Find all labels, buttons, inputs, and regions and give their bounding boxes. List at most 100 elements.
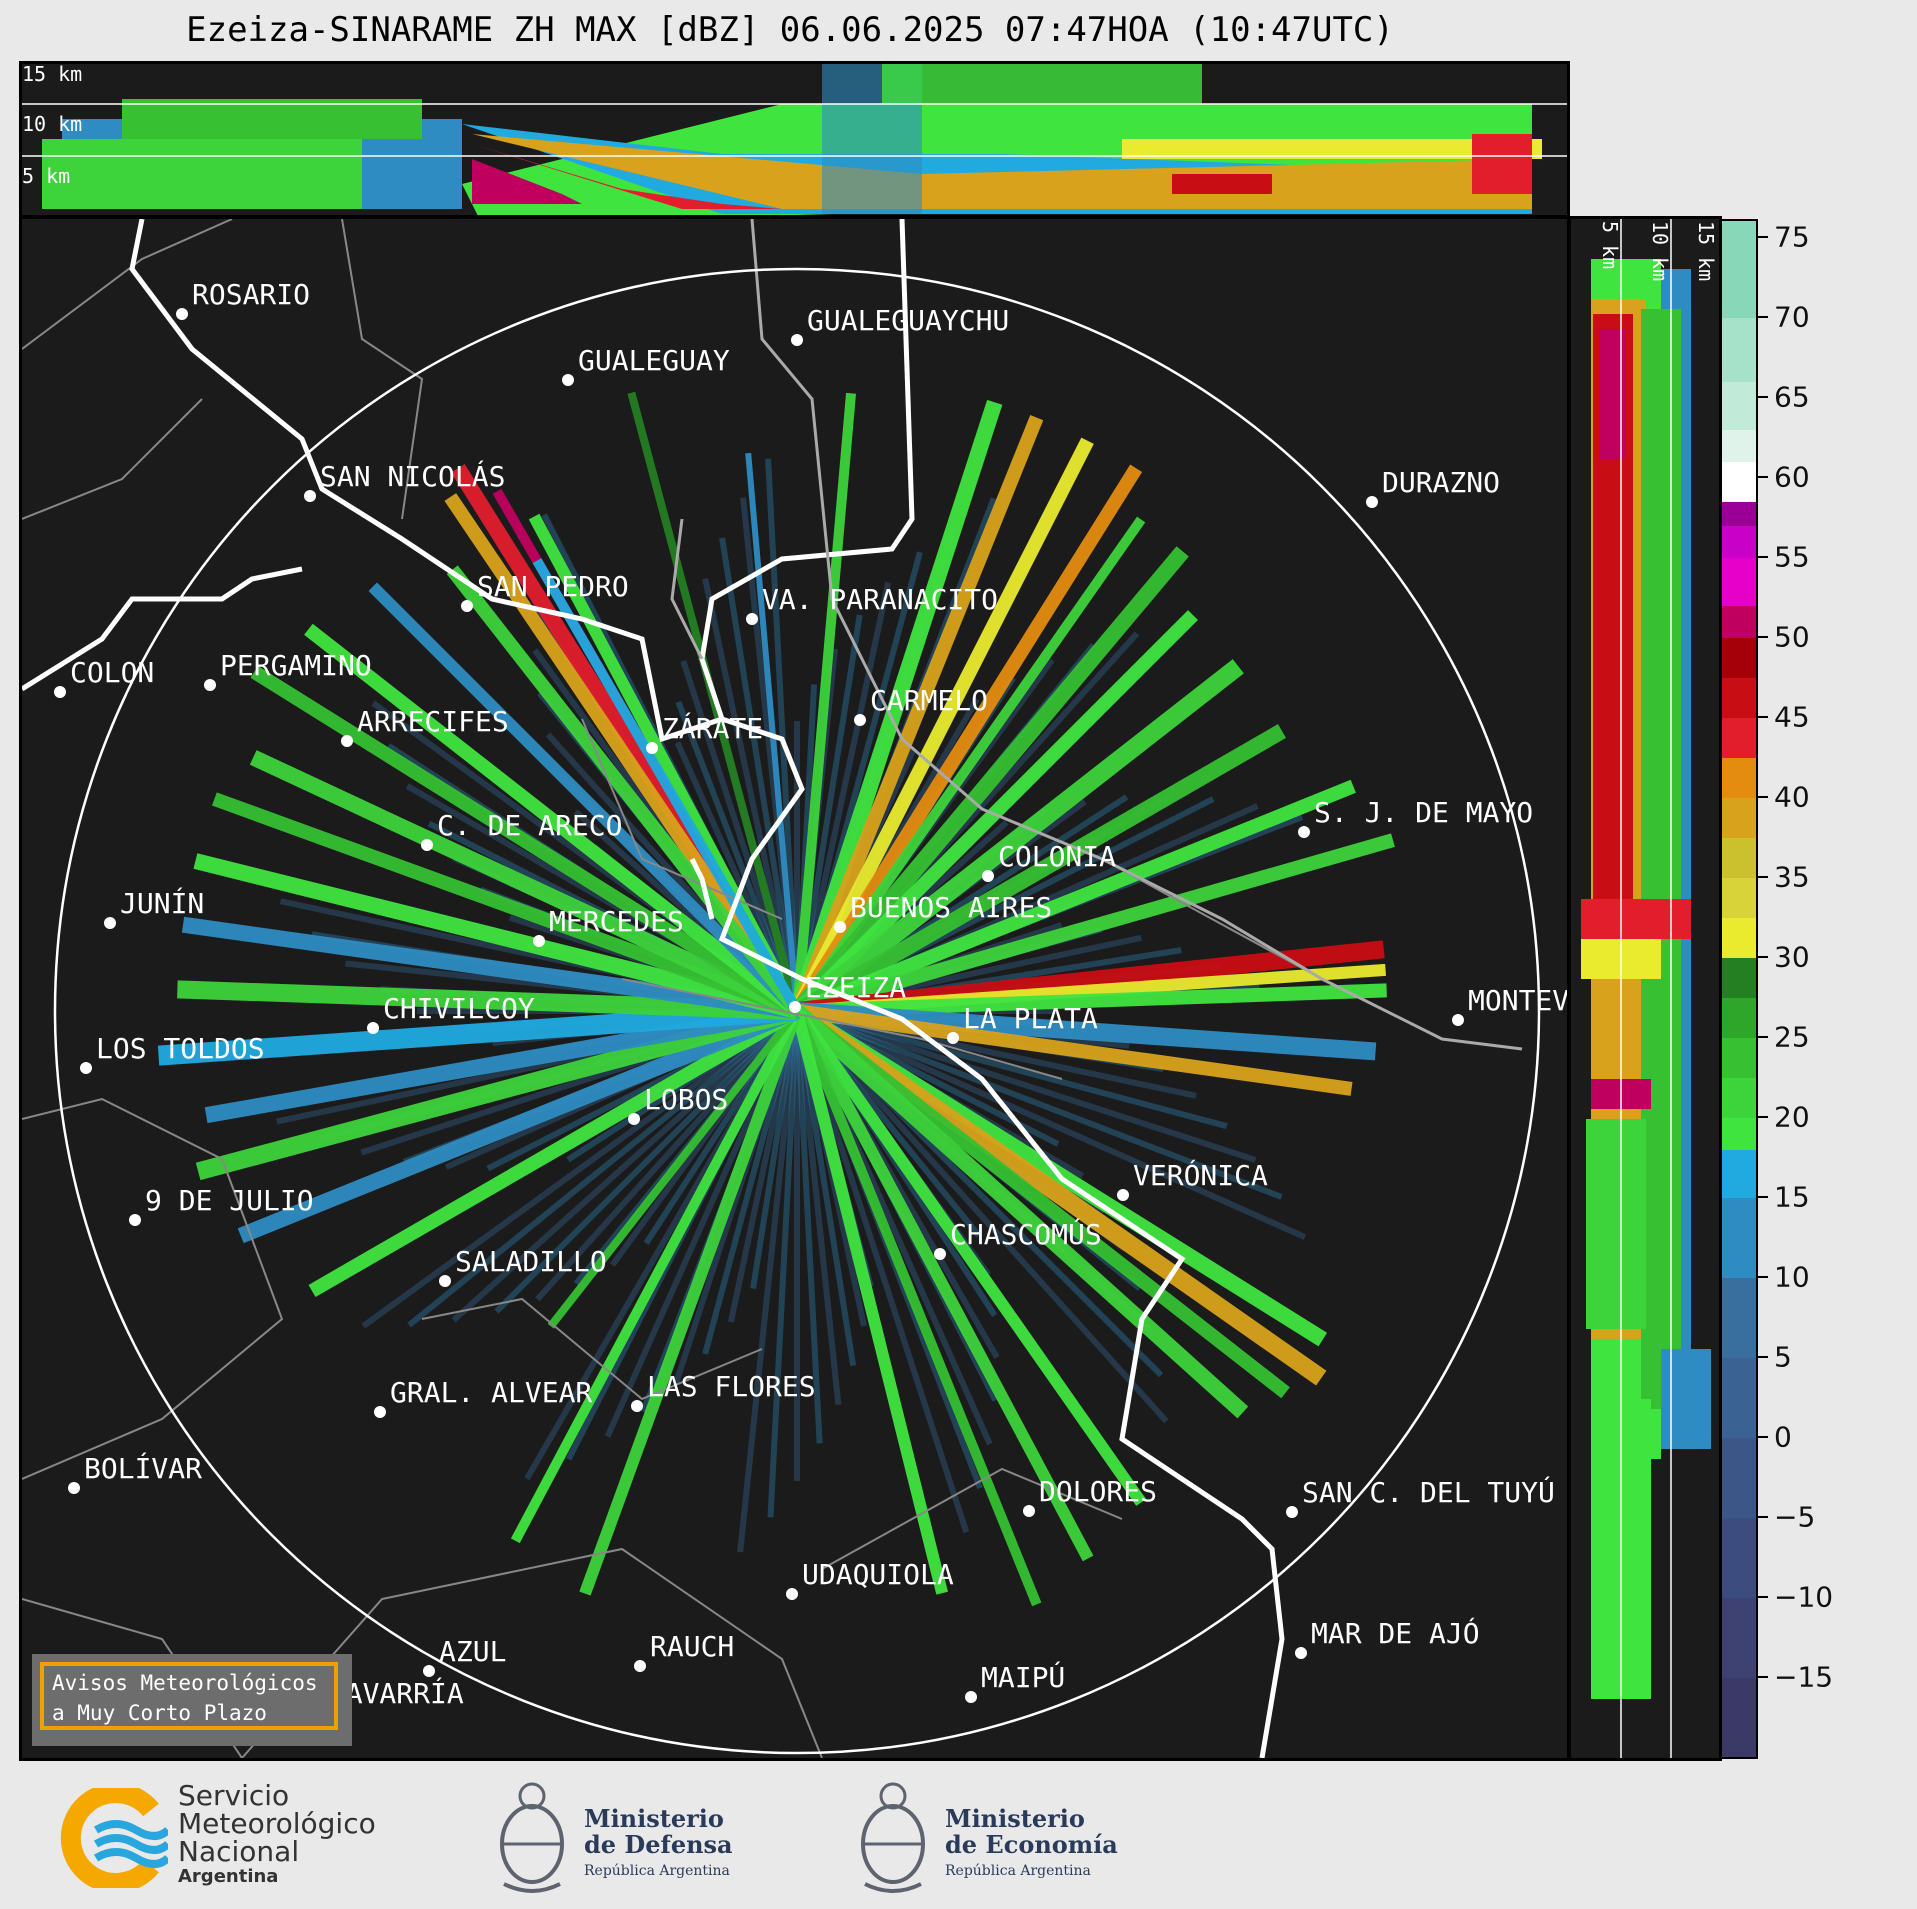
echo-speckle <box>796 1008 1228 1130</box>
city-dot <box>304 490 316 502</box>
side-echo-band <box>1661 1349 1711 1449</box>
echo-ray <box>547 1008 801 1329</box>
city-marker: CARMELO <box>854 684 988 726</box>
colorbar-segment <box>1722 677 1756 718</box>
city-label: GUALEGUAYCHU <box>807 304 1009 337</box>
city-label: SAN NICOLÁS <box>320 459 505 493</box>
echo-speckle <box>794 1010 823 1444</box>
echo-speckle <box>794 1008 1169 1424</box>
city-label: EZEIZA <box>805 971 906 1004</box>
top-height-label: 10 km <box>22 112 82 136</box>
echo-ray <box>444 493 803 1015</box>
colorbar-tick-label: −15 <box>1774 1660 1834 1694</box>
city-marker: ZÁRATE <box>646 711 763 754</box>
range-ring <box>53 267 1541 1755</box>
echo-speckle <box>767 1010 800 1518</box>
echo-ray <box>791 659 1244 1019</box>
city-dot <box>1295 1647 1307 1659</box>
city-label: LOBOS <box>644 1083 728 1116</box>
echo-ray <box>792 1009 1042 1607</box>
echo-ray <box>796 983 1387 1018</box>
colorbar-tick-label: −10 <box>1774 1580 1834 1614</box>
province-borders <box>22 219 1443 1758</box>
city-label: CHIVILCOY <box>383 992 535 1025</box>
avisos-line1: Avisos Meteorológicos <box>52 1671 318 1695</box>
city-label: DURAZNO <box>1382 466 1500 499</box>
city-dot <box>1117 1189 1129 1201</box>
city-dot <box>628 1113 640 1125</box>
echo-speckle <box>361 1008 799 1329</box>
defensa-line1: Ministerio <box>584 1804 724 1833</box>
echo-ray <box>177 980 798 1020</box>
city-label: LOS TOLDOS <box>96 1032 265 1065</box>
colorbar-tick-label: 10 <box>1774 1260 1810 1294</box>
colorbar-tick <box>1758 1676 1768 1678</box>
colorbar-tick-label: 75 <box>1774 220 1810 254</box>
colorbar-tick <box>1758 876 1768 878</box>
economia-logo: Ministerio de Economía República Argenti… <box>855 1774 1155 1898</box>
echo-ray <box>211 792 800 1018</box>
city-label: SAN PEDRO <box>477 570 629 603</box>
echo-ray <box>792 392 857 1012</box>
echo-ray <box>250 665 801 1017</box>
avisos-box[interactable]: Avisos Meteorológicos a Muy Corto Plazo <box>32 1654 352 1746</box>
colorbar-segment <box>1722 1037 1756 1078</box>
city-marker: LAS FLORES <box>631 1370 816 1412</box>
echo-ray <box>790 437 1094 1015</box>
colorbar-segment <box>1722 957 1756 998</box>
top-echo-band <box>1472 134 1532 194</box>
colorbar-tick <box>1758 796 1768 798</box>
avisos-link[interactable]: Avisos Meteorológicos a Muy Corto Plazo <box>40 1662 338 1730</box>
city-dot <box>854 714 866 726</box>
city-marker: GRAL. ALVEAR <box>374 1376 592 1418</box>
colorbar-tick-label: 30 <box>1774 940 1810 974</box>
echo-ray <box>157 1001 798 1066</box>
city-label: MONTEVIDEO <box>1468 984 1567 1017</box>
colorbar-tick <box>1758 1036 1768 1038</box>
city-marker: LOBOS <box>628 1083 728 1125</box>
echo-speckle <box>765 458 800 1012</box>
city-dot <box>54 686 66 698</box>
echo-speckle <box>794 1010 970 1534</box>
colorbar-tick <box>1758 1436 1768 1438</box>
city-marker: LOS TOLDOS <box>80 1032 265 1074</box>
colorbar-segment <box>1722 501 1756 526</box>
colorbar-tick <box>1758 1276 1768 1278</box>
city-dot <box>789 1001 801 1013</box>
city-dot <box>176 308 188 320</box>
city-dot <box>204 679 216 691</box>
escudo-icon <box>861 1782 925 1893</box>
city-marker: AZUL <box>423 1635 506 1677</box>
side-echo-band <box>1586 1119 1646 1329</box>
echo-ray <box>794 779 1356 1018</box>
smn-line2: Meteorológico <box>178 1807 376 1840</box>
colorbar-segment <box>1722 525 1756 558</box>
colorbar-segment <box>1722 997 1756 1038</box>
city-label: JUNÍN <box>120 886 204 920</box>
city-marker: DURAZNO <box>1366 466 1500 508</box>
side-echo-band <box>1641 309 1681 1409</box>
echo-speckle <box>796 1008 1257 1163</box>
city-marker: RAUCH <box>634 1630 734 1672</box>
colorbar-segment <box>1722 1277 1756 1358</box>
colorbar-segment <box>1722 1077 1756 1118</box>
colorbar-segment <box>1722 221 1756 318</box>
echo-ray <box>249 750 801 1019</box>
city-marker: MONTEVIDEO <box>1452 984 1567 1026</box>
city-marker: VERÓNICA <box>1117 1158 1268 1201</box>
colorbar-segment <box>1722 1149 1756 1198</box>
top-echo-band <box>1122 139 1542 159</box>
echo-ray <box>791 1009 948 1595</box>
echo-ray <box>790 546 1189 1017</box>
city-dot <box>129 1214 141 1226</box>
economia-line2: de Economía <box>945 1830 1118 1859</box>
city-marker: JUNÍN <box>104 886 204 929</box>
echo-ray <box>792 1007 1147 1506</box>
city-dot <box>341 735 353 747</box>
colorbar-segment <box>1722 1197 1756 1278</box>
colorbar-tick-label: 55 <box>1774 540 1810 574</box>
top-height-profile-panel: 15 km 10 km 5 km <box>19 61 1570 218</box>
colorbar-segment <box>1722 797 1756 838</box>
echo-speckle <box>719 537 800 1012</box>
city-label: 9 DE JULIO <box>145 1184 314 1217</box>
